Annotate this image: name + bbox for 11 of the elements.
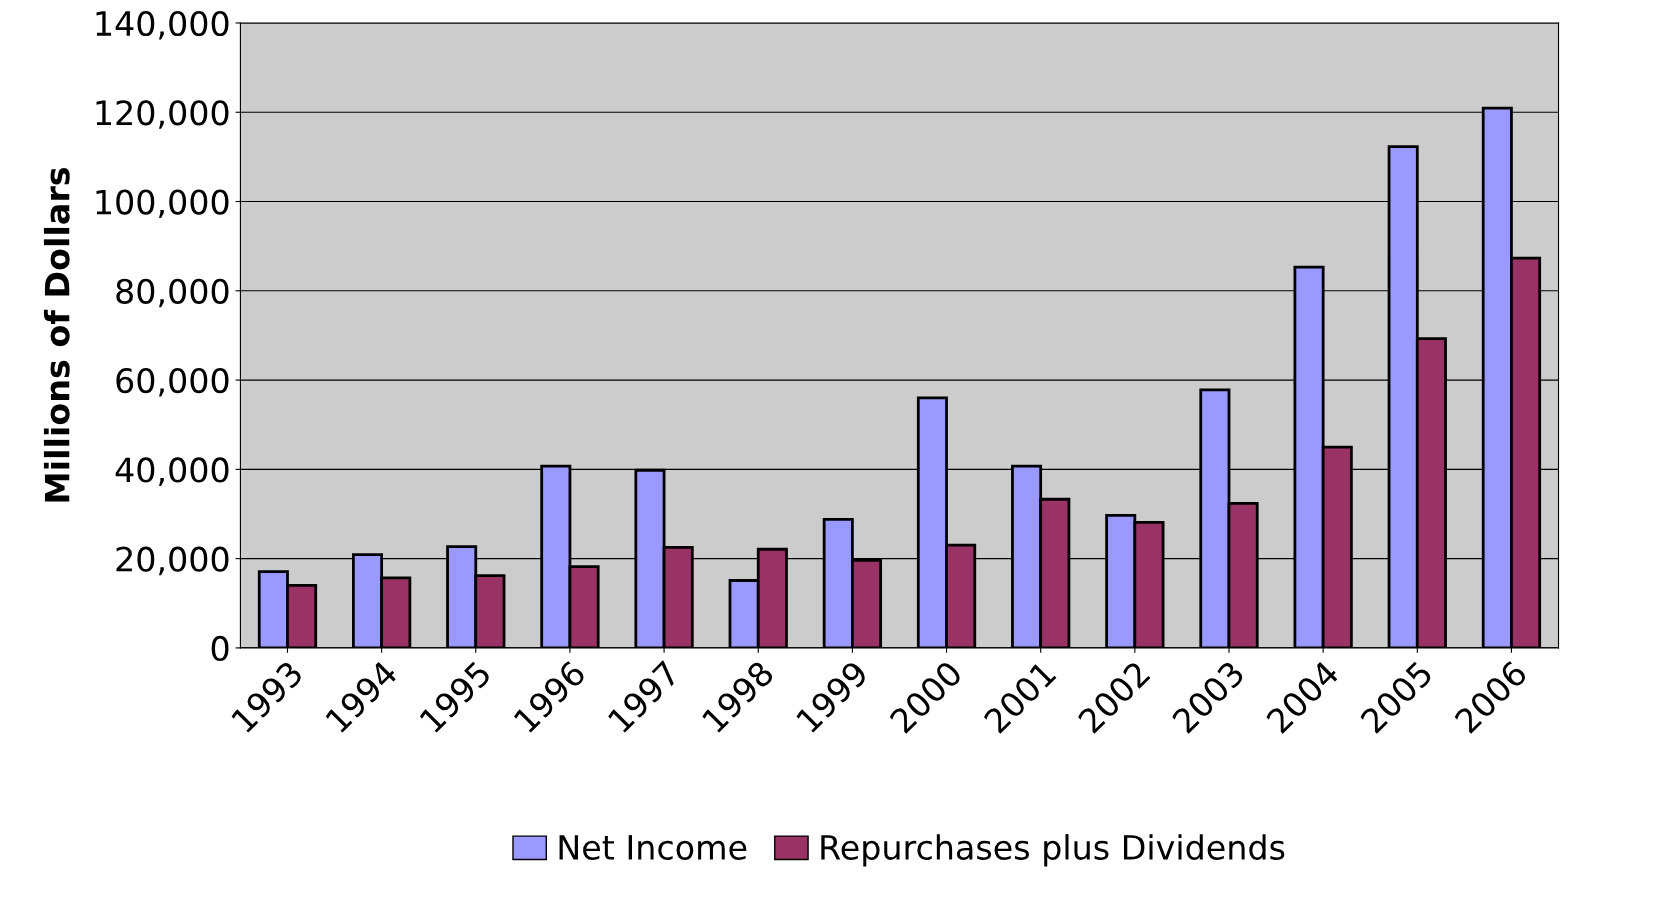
legend-label: Repurchases plus Dividends — [821, 834, 1285, 867]
y-tick-label: 20,000 — [116, 546, 229, 576]
y-tick-label: 0 — [211, 635, 229, 662]
y-tick-label: 60,000 — [116, 368, 229, 397]
y-tick-label: 140,000 — [96, 10, 229, 40]
legend-label: Net Income — [559, 835, 747, 860]
y-tick-label: 40,000 — [115, 457, 229, 486]
y-tick-label: 100,000 — [96, 189, 229, 219]
y-tick-label: 120,000 — [96, 100, 229, 129]
y-axis-title: Millions of Dollars — [43, 167, 70, 502]
y-tick-label: 80,000 — [116, 278, 229, 308]
